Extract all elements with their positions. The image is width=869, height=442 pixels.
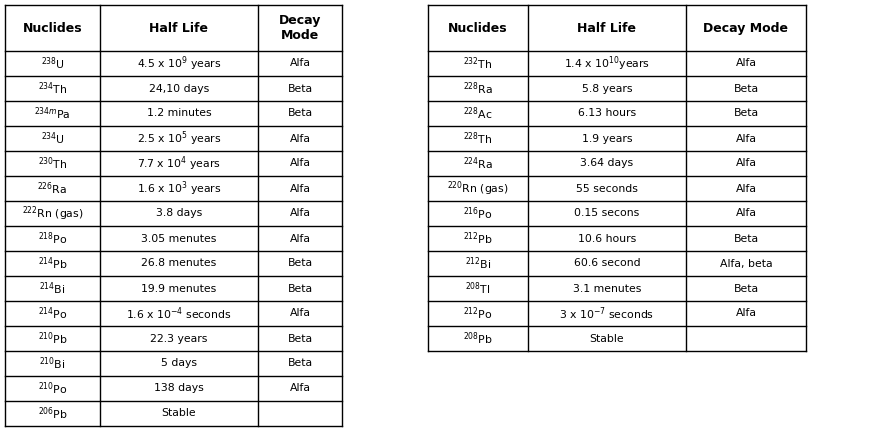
Text: 24,10 days: 24,10 days — [149, 84, 209, 94]
Text: Alfa: Alfa — [289, 133, 310, 144]
Text: Beta: Beta — [287, 358, 312, 369]
Text: Alfa: Alfa — [734, 183, 756, 194]
Text: 7.7 x 10$^{4}$ years: 7.7 x 10$^{4}$ years — [137, 154, 221, 173]
Text: $^{206}$Pb: $^{206}$Pb — [37, 405, 68, 422]
Text: Alfa: Alfa — [734, 309, 756, 319]
Text: 22.3 years: 22.3 years — [150, 334, 208, 343]
Text: 60.6 second: 60.6 second — [573, 259, 640, 268]
Text: 10.6 hours: 10.6 hours — [577, 233, 635, 244]
Text: $^{224}$Ra: $^{224}$Ra — [462, 155, 493, 172]
Text: 138 days: 138 days — [154, 384, 203, 393]
Text: $^{228}$Ac: $^{228}$Ac — [462, 105, 492, 122]
Text: 55 seconds: 55 seconds — [575, 183, 637, 194]
Text: 5 days: 5 days — [161, 358, 196, 369]
Text: 1.9 years: 1.9 years — [581, 133, 632, 144]
Text: $^{208}$Tl: $^{208}$Tl — [465, 280, 490, 297]
Text: Half Life: Half Life — [149, 22, 209, 34]
Text: Nuclides: Nuclides — [448, 22, 507, 34]
Text: Alfa: Alfa — [734, 58, 756, 69]
Text: $^{234}$Th: $^{234}$Th — [37, 80, 67, 97]
Text: Alfa, beta: Alfa, beta — [719, 259, 772, 268]
Text: Stable: Stable — [589, 334, 624, 343]
Text: 5.8 years: 5.8 years — [581, 84, 632, 94]
Text: 1.6 x 10$^{-4}$ seconds: 1.6 x 10$^{-4}$ seconds — [126, 305, 231, 322]
Text: 1.4 x 10$^{10}$years: 1.4 x 10$^{10}$years — [563, 54, 649, 73]
Text: Stable: Stable — [162, 408, 196, 419]
Text: Alfa: Alfa — [734, 159, 756, 168]
Text: 1.2 minutes: 1.2 minutes — [147, 108, 211, 118]
Text: $^{214}$Pb: $^{214}$Pb — [37, 255, 68, 272]
Text: 3.1 menutes: 3.1 menutes — [572, 283, 640, 293]
Text: $^{214}$Po: $^{214}$Po — [37, 305, 67, 322]
Text: $^{218}$Po: $^{218}$Po — [37, 230, 67, 247]
Text: Alfa: Alfa — [289, 209, 310, 218]
Text: Alfa: Alfa — [289, 183, 310, 194]
Text: Alfa: Alfa — [289, 233, 310, 244]
Text: $^{230}$Th: $^{230}$Th — [37, 155, 67, 172]
Text: Beta: Beta — [287, 283, 312, 293]
Text: Alfa: Alfa — [734, 133, 756, 144]
Text: $^{238}$U: $^{238}$U — [41, 55, 64, 72]
Text: Beta: Beta — [287, 108, 312, 118]
Text: $^{216}$Po: $^{216}$Po — [462, 205, 492, 222]
Text: $^{210}$Po: $^{210}$Po — [37, 380, 67, 397]
Text: Nuclides: Nuclides — [23, 22, 83, 34]
Text: $^{214}$Bi: $^{214}$Bi — [39, 280, 66, 297]
Text: $^{210}$Bi: $^{210}$Bi — [39, 355, 66, 372]
Text: 4.5 x 10$^{9}$ years: 4.5 x 10$^{9}$ years — [136, 54, 221, 73]
Text: $^{212}$Po: $^{212}$Po — [462, 305, 492, 322]
Text: 2.5 x 10$^{5}$ years: 2.5 x 10$^{5}$ years — [136, 129, 221, 148]
Text: Beta: Beta — [287, 334, 312, 343]
Text: Half Life: Half Life — [577, 22, 636, 34]
Text: Alfa: Alfa — [289, 309, 310, 319]
Text: $^{234}$U: $^{234}$U — [41, 130, 64, 147]
Text: Beta: Beta — [733, 233, 758, 244]
Text: 26.8 menutes: 26.8 menutes — [141, 259, 216, 268]
Text: $^{212}$Pb: $^{212}$Pb — [462, 230, 493, 247]
Text: $^{208}$Pb: $^{208}$Pb — [462, 330, 493, 347]
Text: $^{222}$Rn (gas): $^{222}$Rn (gas) — [22, 204, 83, 223]
Text: Alfa: Alfa — [734, 209, 756, 218]
Text: $^{234m}$Pa: $^{234m}$Pa — [34, 105, 70, 122]
Text: 3.64 days: 3.64 days — [580, 159, 633, 168]
Text: 19.9 menutes: 19.9 menutes — [141, 283, 216, 293]
Text: 0.15 secons: 0.15 secons — [574, 209, 639, 218]
Text: 1.6 x 10$^{3}$ years: 1.6 x 10$^{3}$ years — [136, 179, 221, 198]
Text: Alfa: Alfa — [289, 159, 310, 168]
Text: Decay
Mode: Decay Mode — [278, 14, 321, 42]
Text: Decay Mode: Decay Mode — [703, 22, 787, 34]
Text: 6.13 hours: 6.13 hours — [577, 108, 635, 118]
Text: $^{228}$Ra: $^{228}$Ra — [462, 80, 493, 97]
Text: $^{232}$Th: $^{232}$Th — [462, 55, 492, 72]
Text: $^{220}$Rn (gas): $^{220}$Rn (gas) — [447, 179, 508, 198]
Text: Beta: Beta — [287, 259, 312, 268]
Text: Alfa: Alfa — [289, 58, 310, 69]
Text: $^{228}$Th: $^{228}$Th — [462, 130, 492, 147]
Text: Beta: Beta — [733, 108, 758, 118]
Text: Alfa: Alfa — [289, 384, 310, 393]
Text: $^{226}$Ra: $^{226}$Ra — [37, 180, 68, 197]
Text: Beta: Beta — [733, 283, 758, 293]
Text: $^{212}$Bi: $^{212}$Bi — [464, 255, 491, 272]
Text: $^{210}$Pb: $^{210}$Pb — [37, 330, 68, 347]
Text: 3 x 10$^{-7}$ seconds: 3 x 10$^{-7}$ seconds — [559, 305, 653, 322]
Text: Beta: Beta — [733, 84, 758, 94]
Text: 3.8 days: 3.8 days — [156, 209, 202, 218]
Text: Beta: Beta — [287, 84, 312, 94]
Text: 3.05 menutes: 3.05 menutes — [141, 233, 216, 244]
